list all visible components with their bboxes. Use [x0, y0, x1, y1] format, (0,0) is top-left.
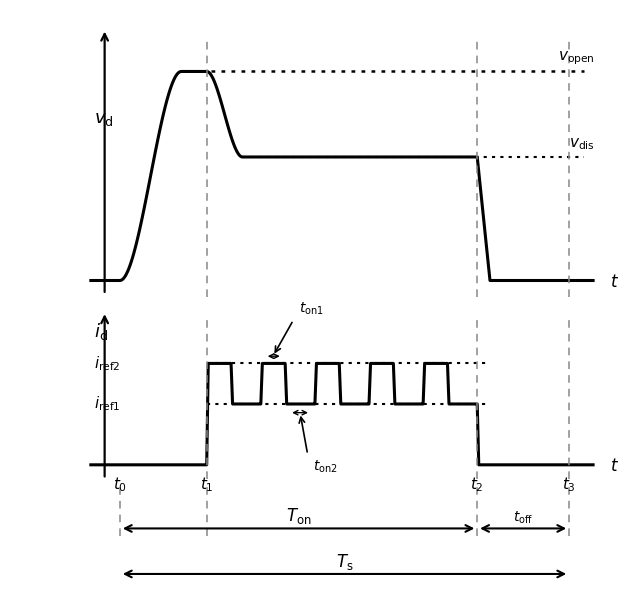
Text: $t_\mathrm{on1}$: $t_\mathrm{on1}$	[299, 301, 323, 317]
Text: $i_\mathrm{ref2}$: $i_\mathrm{ref2}$	[94, 354, 121, 373]
Text: $t_2$: $t_2$	[470, 476, 484, 494]
Text: $t_\mathrm{on2}$: $t_\mathrm{on2}$	[313, 459, 338, 476]
Text: $t_\mathrm{off}$: $t_\mathrm{off}$	[513, 510, 533, 526]
Text: $v_\mathrm{dis}$: $v_\mathrm{dis}$	[569, 137, 595, 152]
Text: $t_3$: $t_3$	[562, 476, 576, 494]
Text: $i_\mathrm{d}$: $i_\mathrm{d}$	[94, 321, 108, 342]
Text: $v_\mathrm{d}$: $v_\mathrm{d}$	[94, 110, 114, 128]
Text: $t$: $t$	[610, 274, 619, 291]
Text: $i_\mathrm{ref1}$: $i_\mathrm{ref1}$	[94, 395, 121, 413]
Text: $v_\mathrm{open}$: $v_\mathrm{open}$	[558, 49, 595, 66]
Text: $t_0$: $t_0$	[113, 476, 127, 494]
Text: $t_1$: $t_1$	[200, 476, 214, 494]
Text: $T_\mathrm{on}$: $T_\mathrm{on}$	[286, 506, 311, 526]
Text: $T_\mathrm{s}$: $T_\mathrm{s}$	[336, 552, 353, 571]
Text: $t$: $t$	[610, 458, 619, 475]
